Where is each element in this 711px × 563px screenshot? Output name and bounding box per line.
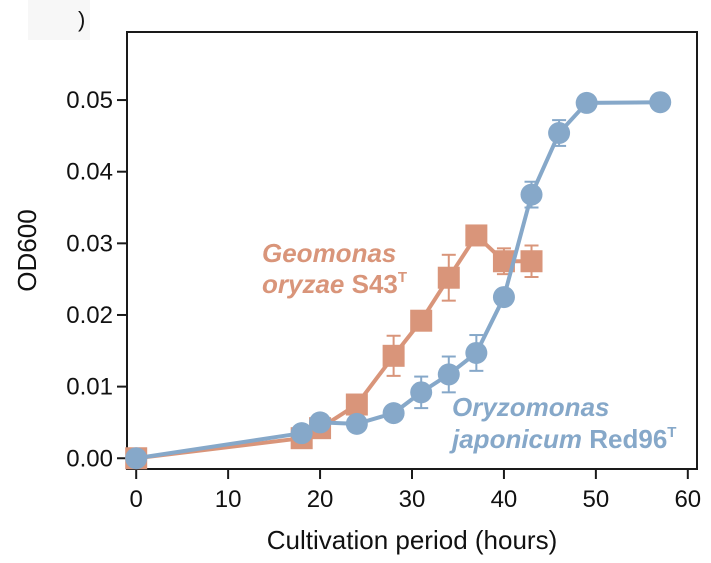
data-point-square — [520, 250, 543, 273]
data-point-circle — [548, 122, 571, 145]
series-label-line: Oryzomonas — [452, 392, 610, 422]
data-point-circle — [125, 447, 148, 470]
series-2 — [125, 91, 672, 470]
data-point-circle — [492, 286, 515, 309]
data-point-circle — [520, 183, 543, 206]
x-tick-label: 50 — [583, 486, 610, 513]
series-label-superscript: T — [667, 424, 676, 441]
data-point-circle — [290, 422, 313, 445]
data-point-circle — [345, 412, 368, 435]
data-point-circle — [410, 381, 433, 404]
data-point-circle — [649, 91, 672, 114]
y-tick-label: 0.02 — [66, 302, 113, 329]
data-point-square — [410, 309, 433, 332]
series-label-italic: Geomonas — [262, 238, 396, 268]
series-label-superscript: T — [398, 269, 407, 286]
series-label-italic: Oryzomonas — [452, 392, 610, 422]
plot-area: 0 10 20 30 40 50 60 0.00 0.01 0.02 0.03 0.04 0.05 Cul… — [12, 31, 701, 555]
data-point-circle — [437, 363, 460, 386]
data-point-circle — [465, 341, 488, 364]
y-tick-label: 0.05 — [66, 87, 113, 114]
data-point-circle — [575, 91, 598, 114]
y-tick-label: 0.00 — [66, 445, 113, 472]
x-tick-label: 30 — [399, 486, 426, 513]
plot-frame — [126, 31, 698, 470]
data-point-circle — [309, 411, 332, 434]
x-axis-title: Cultivation period (hours) — [267, 525, 557, 555]
x-tick-label: 60 — [674, 486, 701, 513]
data-point-square — [382, 344, 405, 367]
x-tick-label: 20 — [307, 486, 334, 513]
y-tick-label: 0.04 — [66, 159, 113, 186]
y-axis-title: OD600 — [12, 209, 42, 291]
x-tick-label: 0 — [130, 486, 143, 513]
panel-label-mask — [28, 0, 90, 40]
data-point-square — [492, 250, 515, 273]
data-point-square — [345, 393, 368, 416]
data-point-square — [437, 266, 460, 289]
y-tick-label: 0.03 — [66, 230, 113, 257]
data-point-circle — [382, 402, 405, 425]
series-label-italic: oryzae — [262, 269, 344, 299]
y-tick-label: 0.01 — [66, 374, 113, 401]
series-label-strain: S43 — [344, 269, 398, 299]
panel-label: ) — [78, 7, 85, 32]
series-label-line: oryzae S43T — [262, 269, 407, 299]
series-label-italic: japonicum — [449, 424, 582, 454]
data-point-square — [465, 224, 488, 247]
series-label-line: japonicum Red96T — [449, 424, 676, 454]
x-tick-label: 10 — [215, 486, 242, 513]
series-label-strain: Red96 — [582, 424, 667, 454]
x-tick-label: 40 — [491, 486, 518, 513]
series-label-line: Geomonas — [262, 238, 396, 268]
